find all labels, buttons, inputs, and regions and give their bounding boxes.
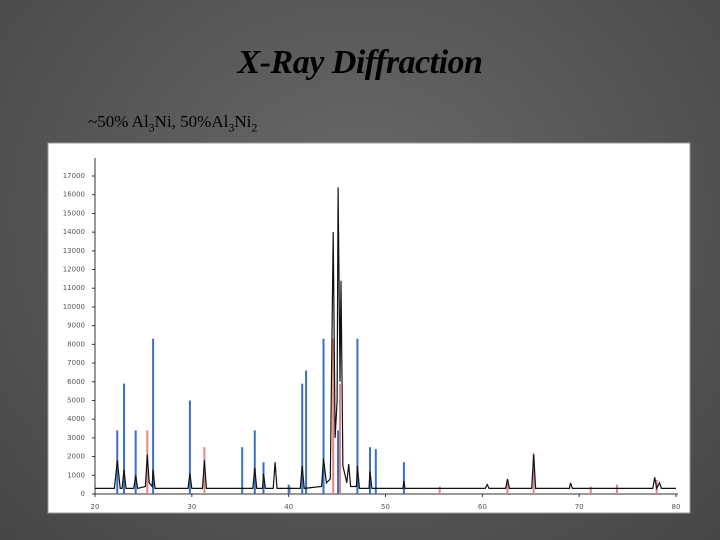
y-tick-label: 11000 <box>63 284 85 292</box>
y-tick-label: 2000 <box>67 453 85 461</box>
y-tick-label: 17000 <box>63 172 85 180</box>
y-tick-label: 9000 <box>67 322 85 330</box>
subtitle-text: Ni <box>234 112 252 131</box>
y-tick-label: 4000 <box>67 415 85 423</box>
y-tick-label: 7000 <box>67 359 85 367</box>
y-tick-label: 10000 <box>63 303 85 311</box>
x-tick-label: 40 <box>284 503 293 511</box>
subtitle: ~50% Al3Ni, 50%Al3Ni2 <box>88 112 257 135</box>
subscript: 3 <box>228 120 235 135</box>
y-tick-label: 15000 <box>63 209 85 217</box>
y-tick-label: 3000 <box>67 434 85 442</box>
y-tick-label: 6000 <box>67 378 85 386</box>
y-tick-label: 1000 <box>67 471 85 479</box>
x-tick-label: 50 <box>381 503 390 511</box>
y-tick-label: 13000 <box>63 247 85 255</box>
x-tick-label: 80 <box>672 503 681 511</box>
subtitle-text: Ni, 50%Al <box>154 112 229 131</box>
subtitle-text: ~50% Al <box>88 112 149 131</box>
x-tick-label: 70 <box>575 503 584 511</box>
chart-frame <box>47 142 691 514</box>
diffraction-trace <box>95 187 676 491</box>
y-tick-label: 16000 <box>63 191 85 199</box>
y-tick-label: 8000 <box>67 340 85 348</box>
y-tick-label: 12000 <box>63 266 85 274</box>
subscript: 3 <box>148 120 155 135</box>
y-tick-label: 0 <box>81 490 85 498</box>
y-tick-label: 14000 <box>63 228 85 236</box>
x-tick-label: 60 <box>478 503 487 511</box>
x-tick-label: 20 <box>91 503 100 511</box>
subscript: 2 <box>251 120 258 135</box>
slide-title: X-Ray Diffraction <box>237 44 483 81</box>
y-tick-label: 5000 <box>67 396 85 404</box>
x-tick-label: 30 <box>187 503 196 511</box>
